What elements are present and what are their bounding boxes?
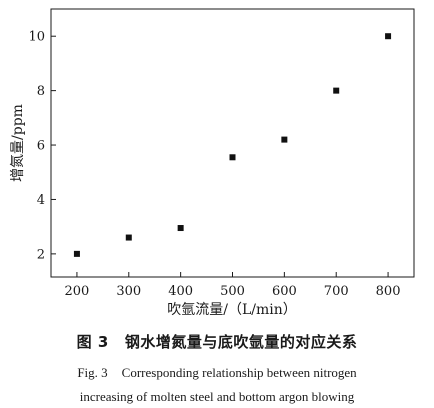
x-axis-ticks: 200 300 400 500 600 700 800 [65, 272, 401, 299]
figure-title-chinese: 钢水增氮量与底吹氩量的对应关系 [124, 333, 358, 351]
y-axis-ticks: 2 4 6 8 10 [28, 30, 56, 262]
data-points [73, 33, 392, 257]
data-point-marker [281, 136, 288, 143]
y-tick-label: 6 [37, 139, 45, 154]
x-tick-label: 700 [324, 284, 349, 299]
x-tick-label: 200 [65, 284, 90, 299]
x-tick-label: 500 [220, 284, 245, 299]
y-tick-label: 4 [37, 193, 45, 208]
figure-caption-chinese: 图 3 钢水增氮量与底吹氩量的对应关系 [0, 331, 434, 352]
x-tick-label: 400 [168, 284, 193, 299]
y-tick-label: 10 [28, 30, 45, 45]
data-point-marker [177, 225, 184, 232]
data-point-marker [73, 250, 80, 257]
plot-frame [50, 8, 415, 278]
figure-title-english-line2: increasing of molten steel and bottom ar… [79, 389, 355, 404]
figure-number-chinese: 图 3 [76, 333, 109, 351]
y-axis-label: 增氮量/ppm [10, 104, 26, 182]
data-point-marker [229, 154, 236, 161]
figure-caption-english-line2: increasing of molten steel and bottom ar… [0, 389, 434, 405]
scatter-chart: 200 300 400 500 600 700 800 2 4 6 8 10 吹氩流量/（L/min… [10, 8, 415, 318]
data-point-marker [333, 87, 340, 94]
data-point-marker [385, 33, 392, 40]
x-tick-label: 600 [272, 284, 297, 299]
x-tick-label: 300 [116, 284, 141, 299]
figure-title-english-line1: Corresponding relationship between nitro… [121, 365, 357, 380]
figure-caption-english-line1: Fig. 3 Corresponding relationship between… [0, 365, 434, 381]
y-tick-label: 2 [37, 247, 45, 262]
figure-number-english: Fig. 3 [77, 365, 108, 380]
y-tick-label: 8 [37, 84, 45, 99]
x-tick-label: 800 [376, 284, 401, 299]
x-axis-label: 吹氩流量/（L/min） [167, 302, 297, 318]
data-point-marker [125, 234, 132, 241]
